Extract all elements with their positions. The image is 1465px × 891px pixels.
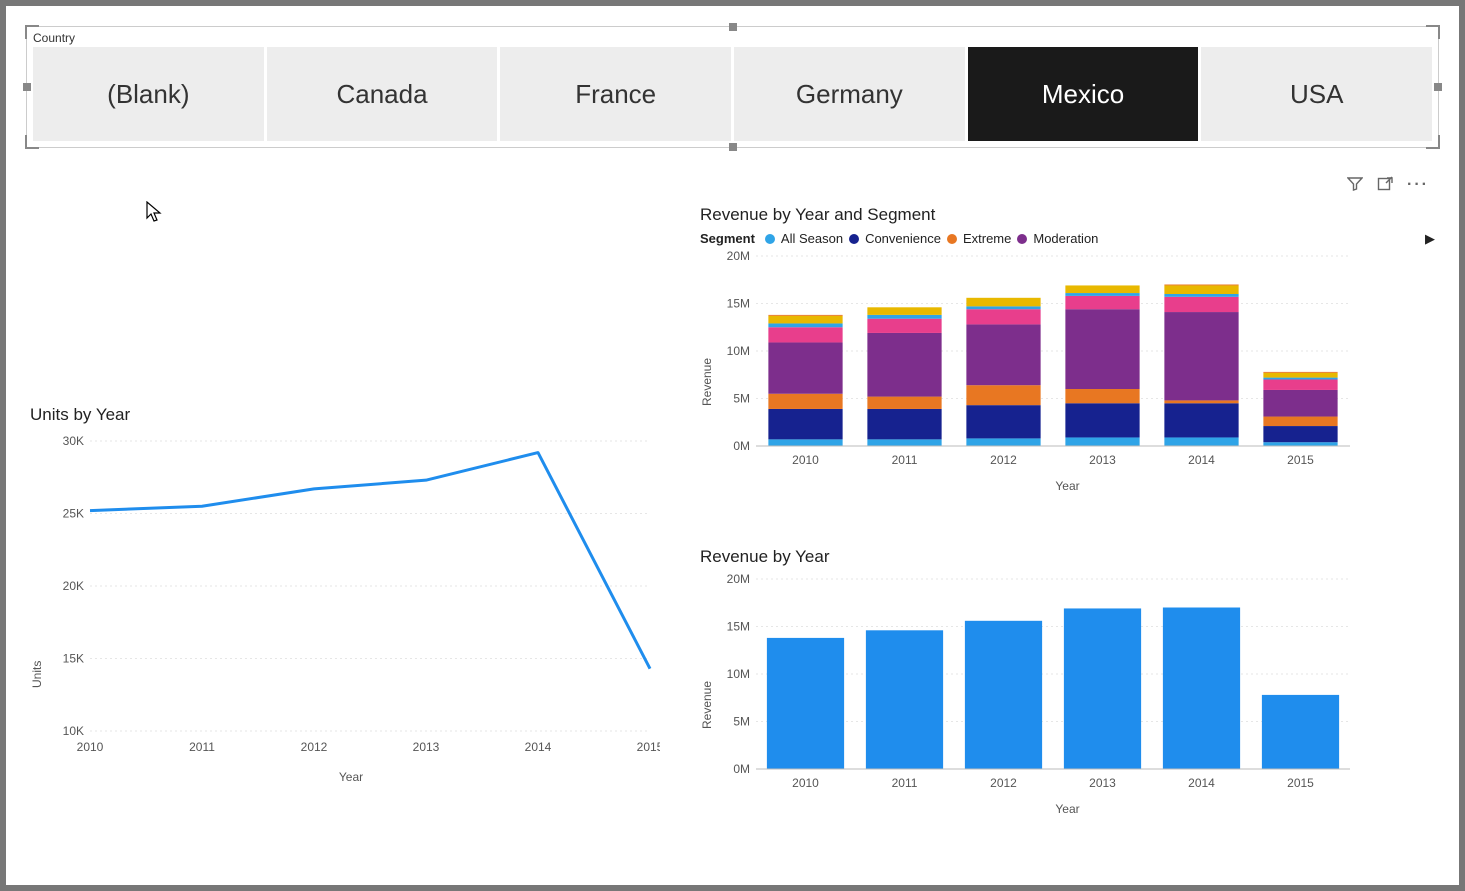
legend-label[interactable]: Convenience [865, 231, 941, 246]
chart-title: Revenue by Year and Segment [700, 205, 1435, 225]
svg-text:10M: 10M [727, 667, 750, 681]
svg-text:2013: 2013 [413, 740, 440, 754]
svg-text:2010: 2010 [792, 453, 819, 467]
legend-title: Segment [700, 231, 755, 246]
svg-text:2011: 2011 [189, 740, 215, 754]
svg-text:2015: 2015 [1287, 776, 1314, 790]
svg-text:2015: 2015 [1287, 453, 1314, 467]
right-column: Revenue by Year and Segment Segment All … [696, 201, 1439, 865]
svg-text:2012: 2012 [990, 776, 1017, 790]
y-axis-label: Revenue [700, 358, 714, 406]
units-line-chart[interactable]: Units by Year Units 10K 15K 20K 25K 30K 2010 2… [26, 401, 676, 865]
svg-text:2011: 2011 [892, 776, 918, 790]
revenue-bar-chart[interactable]: Revenue by Year Revenue 0M 5M 10M 15M 20M 201… [696, 543, 1439, 865]
resize-handle[interactable] [729, 143, 737, 151]
svg-text:2015: 2015 [637, 740, 660, 754]
left-column: Units by Year Units 10K 15K 20K 25K 30K 2010 2… [26, 201, 676, 865]
x-axis-label: Year [700, 479, 1435, 493]
svg-text:2014: 2014 [1188, 776, 1215, 790]
svg-text:5M: 5M [733, 715, 750, 729]
svg-text:2011: 2011 [892, 453, 918, 467]
svg-text:0M: 0M [733, 762, 750, 776]
svg-text:20K: 20K [63, 579, 84, 593]
visual-header: ··· [1347, 176, 1429, 197]
legend-label[interactable]: Moderation [1033, 231, 1098, 246]
report-canvas: Country (Blank)CanadaFranceGermanyMexico… [6, 6, 1459, 885]
svg-text:2013: 2013 [1089, 776, 1116, 790]
selection-corner [25, 25, 39, 39]
slicer-option[interactable]: France [500, 47, 731, 141]
svg-text:2012: 2012 [301, 740, 328, 754]
chart-title: Revenue by Year [700, 547, 1435, 567]
svg-text:20M: 20M [727, 573, 750, 586]
svg-text:20M: 20M [727, 250, 750, 263]
segment-legend: Segment All Season Convenience Extreme Mode… [700, 231, 1435, 246]
focus-icon[interactable] [1377, 176, 1393, 197]
svg-text:2014: 2014 [1188, 453, 1215, 467]
chart-title: Units by Year [30, 405, 672, 425]
y-axis-label: Revenue [700, 681, 714, 729]
svg-text:30K: 30K [63, 434, 84, 448]
svg-text:2013: 2013 [1089, 453, 1116, 467]
svg-text:2010: 2010 [792, 776, 819, 790]
more-icon[interactable]: ··· [1407, 176, 1429, 197]
revenue-stacked-chart[interactable]: Revenue by Year and Segment Segment All … [696, 201, 1439, 523]
bar-chart-svg: 0M 5M 10M 15M 20M 2010 2011 2012 2013 2014 2015 [700, 573, 1360, 793]
svg-text:5M: 5M [733, 392, 750, 406]
slicer-option[interactable]: (Blank) [33, 47, 264, 141]
svg-text:10M: 10M [727, 344, 750, 358]
svg-text:15M: 15M [727, 620, 750, 634]
slicer-option[interactable]: Mexico [968, 47, 1199, 141]
svg-text:2014: 2014 [525, 740, 552, 754]
legend-dot [849, 234, 859, 244]
legend-dot [947, 234, 957, 244]
slicer-option[interactable]: USA [1201, 47, 1432, 141]
resize-handle[interactable] [729, 23, 737, 31]
svg-text:15K: 15K [63, 652, 84, 666]
resize-handle[interactable] [1434, 83, 1442, 91]
legend-next-icon[interactable]: ▶ [1425, 231, 1435, 247]
country-slicer[interactable]: Country (Blank)CanadaFranceGermanyMexico… [26, 26, 1439, 148]
x-axis-label: Year [700, 802, 1435, 816]
x-axis-label: Year [30, 770, 672, 784]
svg-text:10K: 10K [63, 724, 84, 738]
selection-corner [25, 135, 39, 149]
slicer-option[interactable]: Canada [267, 47, 498, 141]
slicer-option[interactable]: Germany [734, 47, 965, 141]
svg-text:2012: 2012 [990, 453, 1017, 467]
legend-label[interactable]: All Season [781, 231, 843, 246]
svg-text:2010: 2010 [77, 740, 104, 754]
legend-dot [1017, 234, 1027, 244]
filter-icon[interactable] [1347, 176, 1363, 197]
slicer-buttons: (Blank)CanadaFranceGermanyMexicoUSA [27, 47, 1438, 147]
stacked-chart-svg: 0M 5M 10M 15M 20M 2010 2011 2012 2013 2014 2015 [700, 250, 1360, 470]
y-axis-label: Units [30, 660, 44, 687]
legend-dot [765, 234, 775, 244]
legend-label[interactable]: Extreme [963, 231, 1011, 246]
selection-corner [1426, 135, 1440, 149]
svg-text:25K: 25K [63, 507, 84, 521]
line-chart-svg: 10K 15K 20K 25K 30K 2010 2011 2012 2013 2014 2015 [30, 431, 660, 761]
charts-area: Units by Year Units 10K 15K 20K 25K 30K 2010 2… [26, 201, 1439, 865]
resize-handle[interactable] [23, 83, 31, 91]
svg-text:15M: 15M [727, 297, 750, 311]
selection-corner [1426, 25, 1440, 39]
svg-text:0M: 0M [733, 439, 750, 453]
